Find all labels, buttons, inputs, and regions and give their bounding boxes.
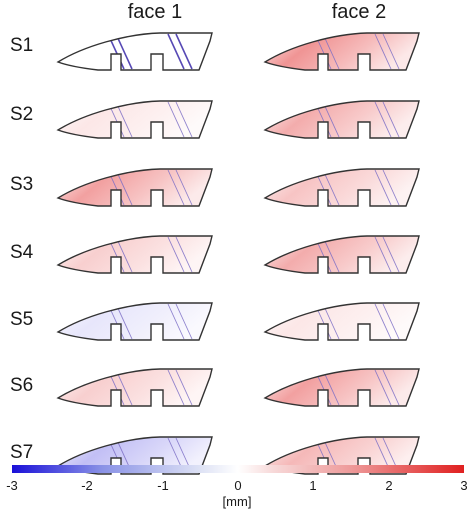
colorbar-tick-neg2: -2 [81, 478, 93, 493]
panel-s3-face2 [263, 168, 429, 212]
blade-section-shape [263, 235, 420, 274]
colorbar-tick-3: 3 [460, 478, 468, 493]
colorbar-unit: [mm] [222, 494, 252, 509]
blade-section-shape [56, 168, 213, 207]
blade-section-shape [263, 100, 420, 139]
panel-s2-face1 [56, 100, 222, 144]
blade-section-shape [263, 32, 420, 71]
panel-s7-face2 [263, 436, 429, 480]
blade-section-shape [56, 100, 213, 139]
row-label-s2: S2 [10, 104, 34, 125]
panel-s6-face1 [56, 368, 222, 412]
colorbar-tick-2: 2 [385, 478, 393, 493]
row-label-s7: S7 [10, 442, 34, 463]
blade-section-shape [263, 368, 420, 407]
row-label-s1: S1 [10, 35, 34, 56]
panel-s5-face1 [56, 302, 222, 346]
row-label-s4: S4 [10, 242, 34, 263]
colorbar-tick-neg3: -3 [6, 478, 18, 493]
row-label-s6: S6 [10, 375, 34, 396]
panel-s5-face2 [263, 302, 429, 346]
blade-section-shape [56, 302, 213, 341]
blade-section-shape [56, 235, 213, 274]
panel-s1-face1 [56, 32, 222, 76]
row-label-s5: S5 [10, 309, 34, 330]
col-header-face1: face 1 [127, 1, 183, 23]
panel-s4-face1 [56, 235, 222, 279]
col-header-face2: face 2 [331, 1, 387, 23]
colorbar-tick-neg1: -1 [157, 478, 169, 493]
panel-s1-face2 [263, 32, 429, 76]
blade-section-shape [263, 302, 420, 341]
row-label-s3: S3 [10, 174, 34, 195]
panel-s4-face2 [263, 235, 429, 279]
colorbar-tick-0: 0 [234, 478, 242, 493]
blade-section-shape [263, 168, 420, 207]
colorbar [12, 465, 464, 473]
panel-s2-face2 [263, 100, 429, 144]
panel-s6-face2 [263, 368, 429, 412]
panel-s7-face1 [56, 436, 222, 480]
blade-section-shape [56, 368, 213, 407]
colorbar-tick-1: 1 [309, 478, 317, 493]
blade-section-shape [56, 32, 213, 71]
panel-s3-face1 [56, 168, 222, 212]
